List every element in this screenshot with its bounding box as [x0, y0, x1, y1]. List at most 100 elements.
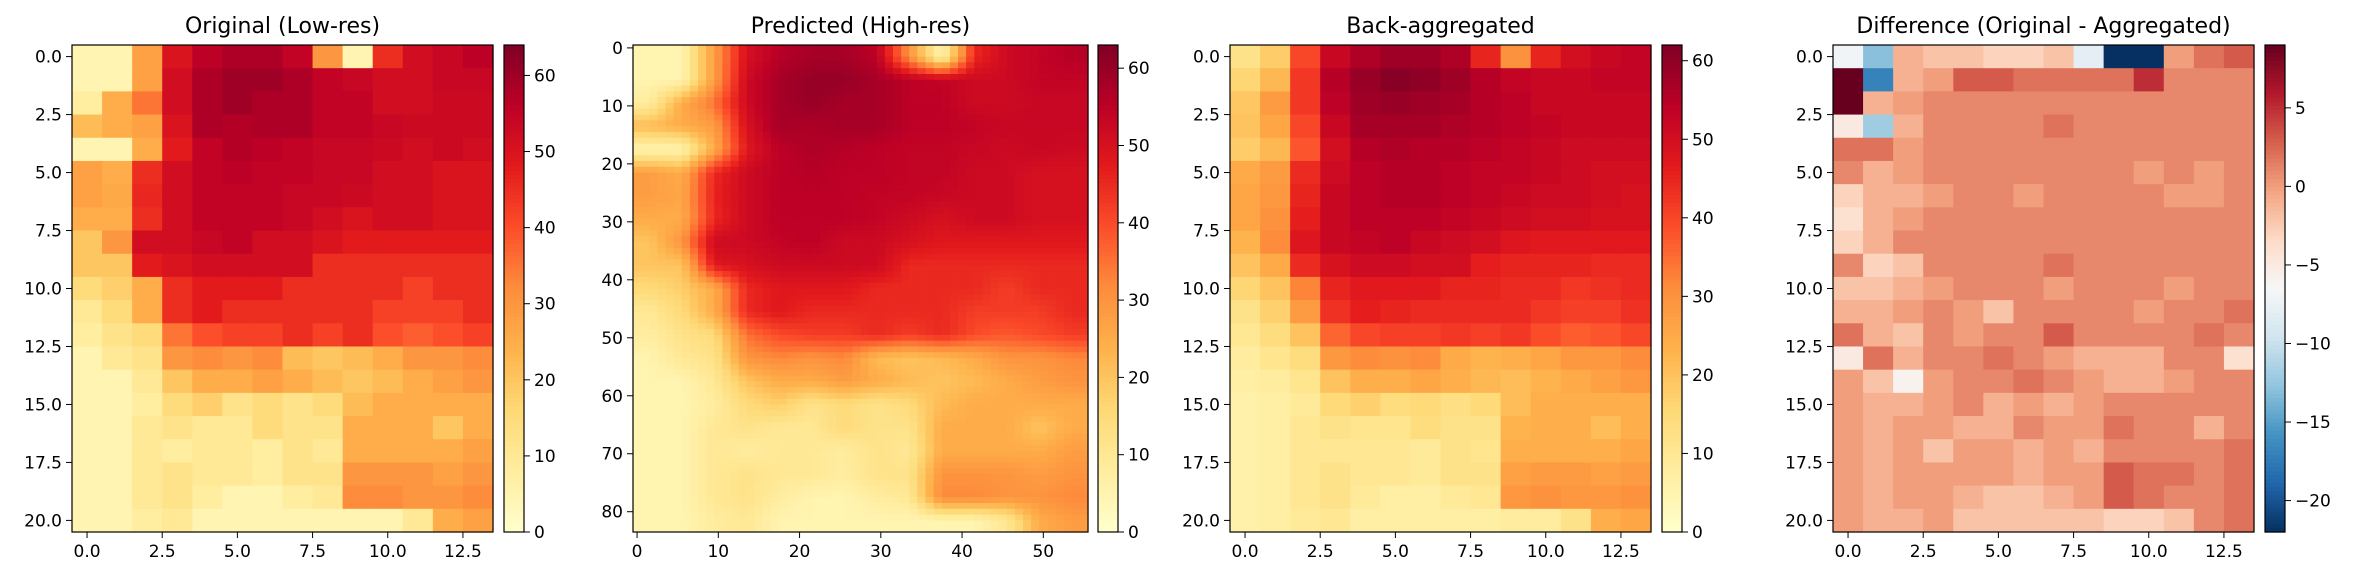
heatmap-cell: [754, 387, 764, 394]
heatmap-cell: [763, 224, 772, 232]
heatmap-cell: [949, 79, 959, 87]
heatmap-cell: [828, 131, 837, 139]
colorbar-band: [504, 418, 524, 424]
heatmap-cell: [689, 346, 699, 353]
heatmap-cell: [1071, 503, 1081, 510]
heatmap-cell: [722, 201, 732, 208]
heatmap-cell: [933, 259, 943, 266]
heatmap-cell: [746, 224, 756, 232]
heatmap-cell: [787, 79, 797, 87]
heatmap-cell: [673, 224, 683, 232]
heatmap-cell: [893, 300, 902, 307]
heatmap-cell: [811, 131, 821, 139]
heatmap-cell: [689, 508, 699, 516]
heatmap-cell: [811, 242, 821, 249]
heatmap-cell: [771, 201, 780, 208]
heatmap-cell: [990, 491, 1000, 498]
heatmap-cell: [917, 416, 927, 423]
colorbar-band: [504, 264, 524, 269]
heatmap-cell: [681, 421, 691, 429]
heatmap-cell: [787, 224, 797, 232]
heatmap-cell: [779, 62, 788, 69]
heatmap-cell: [1055, 102, 1065, 110]
heatmap-cell: [722, 85, 732, 92]
heatmap-cell: [844, 247, 853, 255]
heatmap-cell: [649, 178, 658, 185]
heatmap-cell: [828, 224, 837, 232]
heatmap-cell: [941, 276, 951, 284]
heatmap-cell: [893, 213, 902, 220]
heatmap-cell: [673, 369, 683, 377]
heatmap-cell: [876, 491, 886, 498]
heatmap-cell: [917, 189, 927, 197]
heatmap-cell: [779, 276, 788, 284]
heatmap-cell: [1031, 73, 1040, 81]
heatmap-cell: [754, 329, 764, 336]
colorbar-band: [504, 398, 524, 403]
heatmap-cell: [901, 427, 910, 435]
heatmap-cell: [909, 143, 918, 150]
heatmap-cell: [860, 421, 870, 429]
heatmap-cell: [698, 253, 707, 261]
heatmap-cell: [649, 276, 658, 284]
heatmap-cell: [844, 91, 853, 98]
heatmap-cell: [852, 265, 862, 272]
heatmap-cell: [949, 91, 959, 98]
heatmap-cell: [282, 508, 314, 533]
heatmap-cell: [698, 300, 707, 307]
heatmap-cell: [132, 184, 163, 208]
heatmap-cell: [925, 79, 935, 87]
heatmap-cell: [1006, 416, 1016, 423]
heatmap-cell: [811, 155, 821, 162]
heatmap-cell: [884, 45, 894, 52]
heatmap-cell: [958, 85, 967, 92]
colorbar-band: [504, 105, 524, 111]
heatmap-cell: [844, 131, 853, 139]
heatmap-cell: [746, 346, 756, 353]
heatmap-cell: [754, 143, 764, 150]
heatmap-cell: [884, 323, 894, 330]
heatmap-cell: [803, 427, 813, 435]
heatmap-cell: [909, 73, 918, 81]
heatmap-cell: [649, 73, 658, 81]
heatmap-cell: [868, 189, 878, 197]
heatmap-cell: [698, 352, 707, 359]
heatmap-cell: [860, 247, 870, 255]
heatmap-cell: [828, 189, 837, 197]
heatmap-cell: [192, 160, 223, 185]
heatmap-cell: [102, 160, 133, 185]
heatmap-cell: [665, 242, 675, 249]
heatmap-cell: [1071, 456, 1081, 464]
heatmap-cell: [982, 137, 992, 145]
heatmap-cell: [893, 375, 902, 382]
heatmap-cell: [763, 497, 772, 504]
heatmap-cell: [1047, 433, 1057, 440]
heatmap-cell: [828, 329, 837, 336]
heatmap-cell: [706, 137, 715, 145]
heatmap-cell: [884, 346, 894, 353]
heatmap-cell: [990, 45, 1000, 52]
heatmap-cell: [657, 323, 667, 330]
heatmap-cell: [974, 456, 983, 464]
heatmap-cell: [868, 102, 878, 110]
heatmap-cell: [795, 369, 805, 377]
heatmap-cell: [819, 300, 829, 307]
heatmap-cell: [1071, 271, 1081, 278]
heatmap-cell: [649, 56, 658, 63]
heatmap-cell: [698, 224, 707, 232]
heatmap-cell: [901, 126, 910, 133]
heatmap-cell: [958, 207, 967, 214]
heatmap-cell: [657, 363, 667, 371]
heatmap-cell: [901, 120, 910, 127]
heatmap-cell: [787, 114, 797, 121]
heatmap-cell: [909, 479, 918, 487]
heatmap-cell: [763, 282, 772, 290]
heatmap-cell: [860, 45, 870, 52]
heatmap-cell: [252, 485, 284, 510]
heatmap-cell: [730, 253, 740, 261]
heatmap-cell: [1079, 323, 1089, 330]
heatmap-cell: [706, 126, 715, 133]
heatmap-cell: [1023, 346, 1032, 353]
heatmap-cell: [828, 503, 837, 510]
heatmap-cell: [1031, 410, 1040, 417]
